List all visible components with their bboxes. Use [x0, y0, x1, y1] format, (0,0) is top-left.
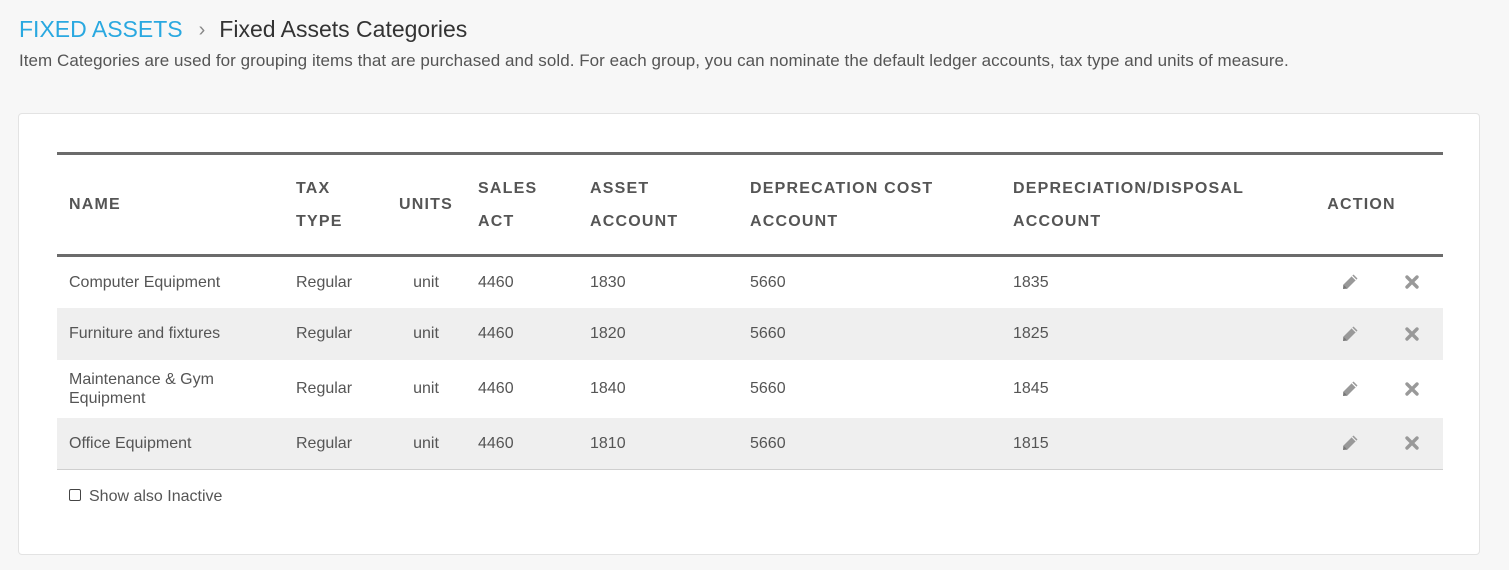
table-row: Office Equipment Regular unit 4460 1810 …	[57, 417, 1443, 470]
show-inactive-control: Show also Inactive	[69, 488, 222, 506]
cell-units: unit	[413, 273, 439, 291]
breadcrumb: FIXED ASSETS › Fixed Assets Categories	[19, 14, 467, 45]
cell-action	[1280, 417, 1443, 470]
cell-tax-type: Regular	[296, 325, 353, 342]
table-row: Computer Equipment Regular unit 4460 183…	[57, 256, 1443, 308]
column-header-depreciation-disposal-account[interactable]: DEPRECIATION/DISPOSAL ACCOUNT	[1001, 153, 1280, 257]
table-row: Maintenance & Gym Equipment Regular unit…	[57, 360, 1443, 418]
cell-depreciation-disposal-account: 1825	[1013, 325, 1049, 342]
breadcrumb-parent-link[interactable]: FIXED ASSETS	[19, 16, 183, 42]
table-row: Furniture and fixtures Regular unit 4460…	[57, 307, 1443, 360]
cell-sales-act: 4460	[478, 380, 514, 397]
cell-deprecation-cost-account: 5660	[750, 325, 786, 342]
cell-units: unit	[413, 325, 439, 342]
cell-name: Computer Equipment	[69, 273, 221, 291]
column-header-deprecation-cost-account[interactable]: DEPRECATION COST ACCOUNT	[738, 153, 1001, 257]
cell-tax-type: Regular	[296, 273, 353, 291]
page-title: Fixed Assets Categories	[219, 16, 468, 42]
cell-units: unit	[413, 380, 439, 397]
cell-asset-account: 1840	[590, 380, 626, 397]
cell-sales-act: 4460	[466, 417, 578, 470]
cell-asset-account: 1830	[590, 273, 626, 291]
cell-name: Furniture and fixtures	[69, 325, 221, 342]
cell-action	[1280, 360, 1443, 418]
cell-depreciation-disposal-account: 1845	[1013, 380, 1049, 397]
column-header-tax-type[interactable]: TAX TYPE	[284, 153, 386, 257]
cell-asset-account: 1820	[590, 325, 626, 342]
close-x-icon[interactable]	[1401, 323, 1423, 345]
cell-action	[1280, 308, 1443, 360]
show-inactive-checkbox[interactable]	[69, 489, 81, 501]
chevron-right-icon: ›	[198, 19, 206, 41]
show-inactive-label[interactable]: Show also Inactive	[89, 488, 223, 505]
cell-units: unit	[386, 417, 466, 470]
cell-deprecation-cost-account: 5660	[750, 380, 786, 397]
column-header-action: ACTION	[1280, 153, 1443, 257]
pencil-icon[interactable]	[1339, 323, 1361, 345]
cell-asset-account: 1810	[578, 417, 738, 470]
categories-card: NAME TAX TYPE UNITS SALES ACT ASSET ACCOUNT…	[18, 113, 1480, 555]
column-header-asset-account[interactable]: ASSET ACCOUNT	[578, 153, 738, 257]
pencil-icon[interactable]	[1339, 271, 1361, 293]
cell-sales-act: 4460	[478, 273, 514, 291]
cell-name: Office Equipment	[57, 417, 284, 470]
column-header-sales-act[interactable]: SALES ACT	[466, 153, 578, 257]
pencil-icon[interactable]	[1339, 432, 1361, 454]
cell-name: Maintenance & Gym Equipment	[69, 370, 214, 407]
cell-sales-act: 4460	[478, 325, 514, 342]
column-header-name[interactable]: NAME	[57, 153, 284, 257]
cell-action	[1280, 256, 1443, 308]
page-header: FIXED ASSETS › Fixed Assets Categories	[19, 14, 467, 45]
close-x-icon[interactable]	[1401, 432, 1423, 454]
cell-depreciation-disposal-account: 1835	[1013, 273, 1049, 291]
cell-depreciation-disposal-account: 1815	[1001, 417, 1280, 470]
cell-tax-type: Regular	[284, 417, 386, 470]
close-x-icon[interactable]	[1401, 378, 1423, 400]
page-description: Item Categories are used for grouping it…	[19, 51, 1289, 70]
cell-deprecation-cost-account: 5660	[750, 273, 786, 291]
categories-table: NAME TAX TYPE UNITS SALES ACT ASSET ACCOUNT…	[57, 152, 1443, 470]
pencil-icon[interactable]	[1339, 378, 1361, 400]
column-header-units[interactable]: UNITS	[386, 153, 466, 257]
table-header-row: NAME TAX TYPE UNITS SALES ACT ASSET ACCOUNT…	[57, 153, 1443, 257]
cell-deprecation-cost-account: 5660	[738, 417, 1001, 470]
cell-tax-type: Regular	[296, 380, 353, 397]
close-x-icon[interactable]	[1401, 271, 1423, 293]
